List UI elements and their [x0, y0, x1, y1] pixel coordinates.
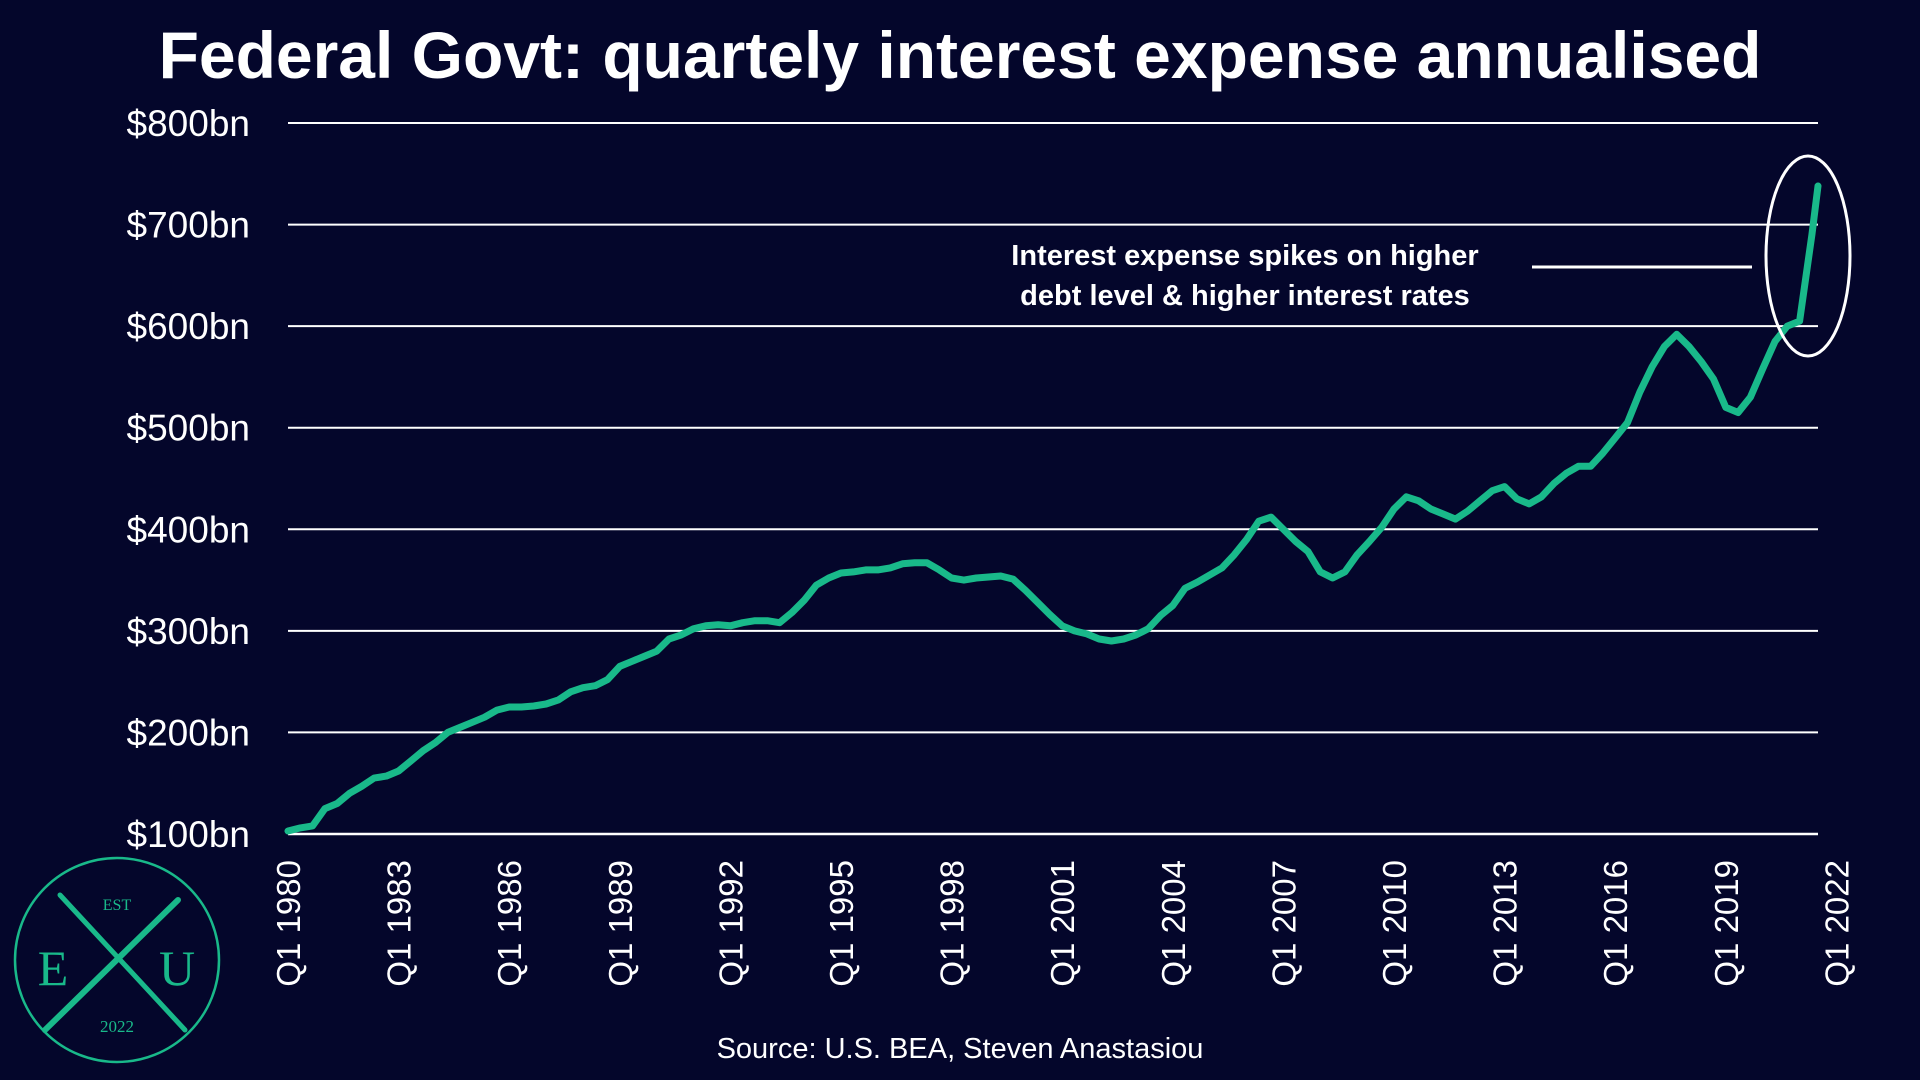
x-tick-label: Q1 2016: [1597, 860, 1634, 987]
source-note: Source: U.S. BEA, Steven Anastasiou: [717, 1033, 1204, 1065]
logo-letter-e: E: [38, 940, 69, 996]
y-tick-label: $500bn: [127, 408, 250, 449]
annotation-line-2: debt level & higher interest rates: [1020, 280, 1470, 312]
x-tick-label: Q1 2010: [1376, 860, 1413, 987]
x-tick-label: Q1 2001: [1044, 860, 1081, 987]
logo-stroke-1: [42, 897, 181, 1033]
y-tick-label: $400bn: [127, 509, 250, 550]
x-tick-label: Q1 1989: [602, 860, 639, 987]
exu-logo: EST E U 2022: [13, 856, 221, 1064]
x-tick-label: Q1 2013: [1487, 860, 1524, 987]
x-tick-label: Q1 1986: [491, 860, 528, 987]
x-tick-label: Q1 2007: [1265, 860, 1302, 987]
y-tick-label: $200bn: [127, 712, 250, 753]
y-tick-label: $300bn: [127, 611, 250, 652]
x-tick-label: Q1 1995: [823, 860, 860, 987]
y-tick-label: $600bn: [127, 306, 250, 347]
x-tick-label: Q1 1980: [270, 860, 307, 987]
logo-stroke-2: [57, 892, 188, 1033]
y-tick-label: $800bn: [127, 103, 250, 144]
logo-ring: [13, 856, 221, 1064]
x-tick-label: Q1 1998: [934, 860, 971, 987]
y-axis-ticks: $100bn $200bn $300bn $400bn $500bn $600bn $700…: [127, 103, 250, 855]
x-axis-ticks: Q1 1980 Q1 1983 Q1 1986 Q1 1989 Q1 1992 Q1 19…: [270, 860, 1855, 987]
x-tick-label: Q1 2019: [1708, 860, 1745, 987]
x-tick-label: Q1 1992: [712, 860, 749, 987]
annotation-highlight-ellipse: [1764, 154, 1852, 358]
series-layer: [284, 182, 1822, 835]
annotation-line-1: Interest expense spikes on higher: [1011, 240, 1478, 272]
annotation: Interest expense spikes on higher debt l…: [1011, 154, 1852, 358]
x-tick-label: Q1 2004: [1155, 860, 1192, 987]
gridlines: [288, 122, 1818, 836]
y-tick-label: $100bn: [127, 814, 250, 855]
chart-title: Federal Govt: quartely interest expense …: [159, 18, 1762, 92]
x-tick-label: Q1 1983: [381, 860, 418, 987]
logo-est: EST: [103, 897, 132, 914]
series-line: [284, 182, 1822, 835]
logo-year: 2022: [100, 1017, 134, 1036]
logo-letter-u: U: [159, 940, 195, 996]
x-tick-label: Q1 2022: [1818, 860, 1855, 987]
y-tick-label: $700bn: [127, 205, 250, 246]
